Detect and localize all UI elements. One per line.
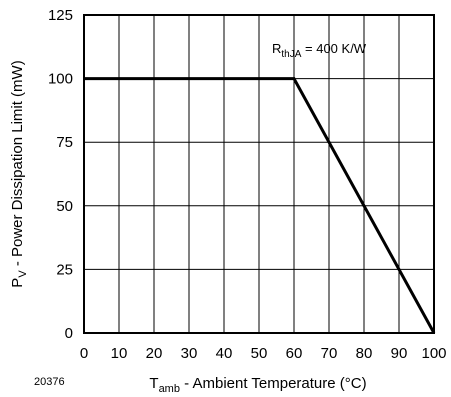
x-tick-label: 0	[80, 345, 88, 362]
series-group	[84, 77, 436, 334]
figure-id: 20376	[34, 376, 65, 388]
series-line-0	[84, 77, 436, 334]
y-tick-label: 125	[48, 7, 73, 24]
x-tick-label: 30	[181, 345, 198, 362]
y-tick-labels: 0 25 50 75 100 125	[48, 7, 73, 342]
y-tick-label: 0	[65, 325, 73, 342]
x-tick-label: 90	[391, 345, 408, 362]
y-tick-label: 100	[48, 71, 73, 88]
x-tick-label: 80	[356, 345, 373, 362]
x-axis-title: Tamb - Ambient Temperature (°C)	[149, 375, 366, 395]
x-tick-label: 40	[216, 345, 233, 362]
x-tick-label: 20	[146, 345, 163, 362]
y-tick-label: 50	[56, 198, 73, 215]
x-tick-label: 10	[111, 345, 128, 362]
y-tick-label: 75	[56, 134, 73, 151]
x-tick-label: 60	[286, 345, 303, 362]
x-tick-label: 70	[321, 345, 338, 362]
annotation-rthja: RthJA = 400 K/W	[272, 41, 367, 60]
x-tick-label: 100	[421, 345, 446, 362]
grid	[84, 15, 434, 333]
y-axis-title: PV - Power Dissipation Limit (mW)	[9, 60, 29, 287]
x-tick-label: 50	[251, 345, 268, 362]
y-tick-label: 25	[56, 261, 73, 278]
x-tick-labels: 0 10 20 30 40 50 60 70 80 90 100	[80, 345, 447, 362]
plot-frame	[83, 14, 435, 334]
